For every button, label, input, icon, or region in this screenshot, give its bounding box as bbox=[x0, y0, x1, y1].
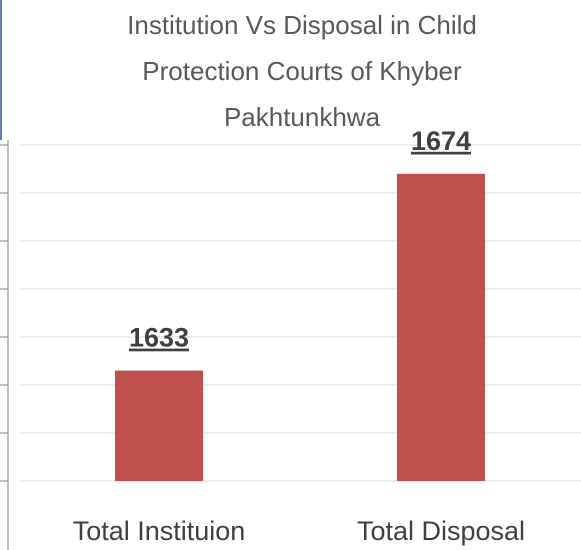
chart-title: Institution Vs Disposal in Child Protect… bbox=[127, 10, 477, 132]
value-label: 1674 bbox=[411, 126, 471, 156]
bar bbox=[397, 173, 485, 482]
x-tick-label: Total Instituion bbox=[73, 516, 246, 546]
value-label: 1633 bbox=[129, 323, 189, 353]
x-tick-label: Total Disposal bbox=[357, 516, 525, 546]
bar bbox=[115, 370, 203, 481]
